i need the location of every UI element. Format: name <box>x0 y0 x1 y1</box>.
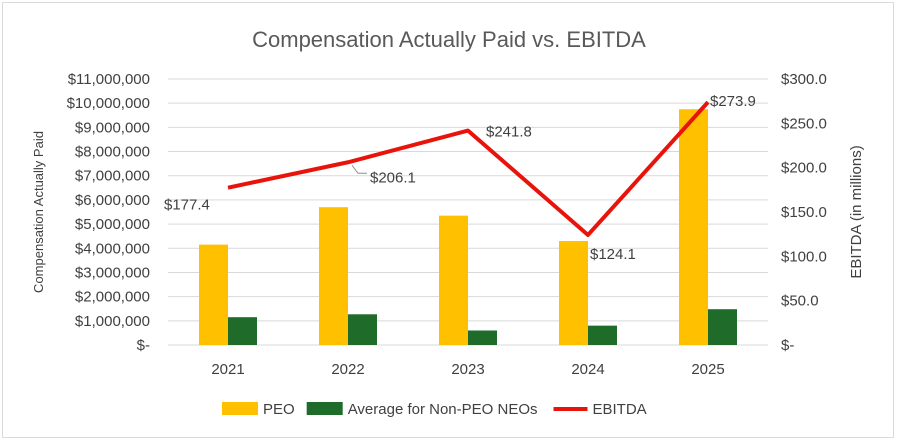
bar-non-peo-neos <box>708 309 737 345</box>
left-tick-label: $5,000,000 <box>75 216 150 233</box>
x-tick-label: 2021 <box>211 361 244 378</box>
x-tick-label: 2022 <box>331 361 364 378</box>
left-tick-label: $1,000,000 <box>75 313 150 330</box>
ebitda-data-label: $206.1 <box>370 169 416 186</box>
left-tick-label: $4,000,000 <box>75 240 150 257</box>
right-axis-label: EBITDA (in millions) <box>848 145 865 278</box>
left-tick-label: $6,000,000 <box>75 192 150 209</box>
ebitda-line <box>227 100 710 237</box>
bar-peo <box>199 244 228 345</box>
ebitda-data-label: $124.1 <box>590 246 636 263</box>
left-axis-label: Compensation Actually Paid <box>31 131 46 293</box>
x-axis-ticks: 2021 2022 2023 2024 2025 <box>211 361 724 378</box>
right-tick-label: $100.0 <box>781 248 827 265</box>
gridlines <box>168 78 768 346</box>
legend-swatch <box>306 402 343 415</box>
right-tick-label: $- <box>781 337 794 354</box>
right-tick-label: $50.0 <box>781 293 819 310</box>
left-tick-label: $9,000,000 <box>75 119 150 136</box>
bar-peo <box>679 109 708 346</box>
legend: PEO Average for Non-PEO NEOs EBITDA <box>222 401 647 418</box>
x-tick-label: 2023 <box>451 361 484 378</box>
bar-peo <box>559 241 588 345</box>
left-tick-label: $3,000,000 <box>75 264 150 281</box>
ebitda-data-label: $273.9 <box>710 93 756 110</box>
legend-label: Average for Non-PEO NEOs <box>348 401 538 418</box>
bar-non-peo-neos <box>588 325 617 345</box>
ebitda-line-group: $177.4 $206.1 $241.8 $124.1 $273.9 <box>164 93 756 263</box>
chart-title: Compensation Actually Paid vs. EBITDA <box>252 27 646 52</box>
legend-label: EBITDA <box>593 401 647 418</box>
left-tick-label: $- <box>137 337 150 354</box>
ebitda-data-label: $241.8 <box>486 124 532 141</box>
right-axis-ticks: $- $50.0 $100.0 $150.0 $200.0 $250.0 $300.0 <box>781 71 827 354</box>
right-tick-label: $150.0 <box>781 204 827 221</box>
right-tick-label: $200.0 <box>781 160 827 177</box>
legend-label: PEO <box>263 401 295 418</box>
x-tick-label: 2025 <box>691 361 724 378</box>
right-tick-label: $300.0 <box>781 71 827 88</box>
bars <box>199 109 737 346</box>
bar-non-peo-neos <box>468 330 497 345</box>
data-label-leader <box>351 164 367 174</box>
bar-peo <box>319 207 348 345</box>
legend-swatch <box>222 402 258 415</box>
ebitda-data-label: $177.4 <box>164 197 210 214</box>
left-tick-label: $10,000,000 <box>67 95 150 112</box>
right-tick-label: $250.0 <box>781 115 827 132</box>
left-tick-label: $2,000,000 <box>75 289 150 306</box>
x-tick-label: 2024 <box>571 361 604 378</box>
bar-peo <box>439 215 468 345</box>
bar-non-peo-neos <box>228 317 257 345</box>
left-tick-label: $7,000,000 <box>75 168 150 185</box>
left-tick-label: $11,000,000 <box>68 71 150 88</box>
bar-non-peo-neos <box>348 314 377 345</box>
left-tick-label: $8,000,000 <box>75 144 150 161</box>
left-axis-ticks: $- $1,000,000 $2,000,000 $3,000,000 $4,000,0… <box>67 71 150 354</box>
